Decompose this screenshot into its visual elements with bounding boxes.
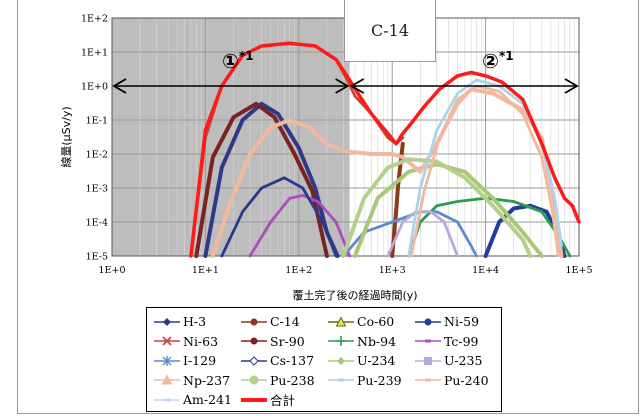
shaded-region [112, 18, 350, 256]
legend-label-11: U-235 [444, 353, 483, 369]
legend-swatch-1 [241, 318, 267, 326]
legend-label-13: Pu-238 [270, 372, 315, 388]
y-tick-label: 1E+0 [81, 82, 108, 93]
legend-item-7: Tc-99 [414, 332, 501, 352]
legend-item-9: Cs-137 [240, 351, 327, 371]
legend-item-8: I-129 [153, 351, 240, 371]
x-tick-label: 1E+1 [192, 265, 219, 276]
legend-label-8: I-129 [183, 353, 217, 369]
x-tick-label: 1E+2 [285, 265, 312, 276]
period-2-sup: *1 [499, 49, 514, 63]
legend-label-4: Ni-63 [183, 333, 219, 349]
c14-callout: C-14 [344, 0, 436, 62]
y-tick-label: 1E-2 [86, 150, 108, 161]
legend-label-7: Tc-99 [444, 333, 479, 349]
series-line-12 [210, 87, 564, 258]
y-tick-label: 1E-1 [86, 116, 108, 127]
legend-swatch-16 [154, 398, 180, 402]
series-line-14 [407, 78, 563, 258]
y-tick-label: 1E+2 [81, 14, 108, 25]
legend-item-14: Pu-239 [327, 371, 414, 391]
legend-label-15: Pu-240 [444, 372, 489, 388]
legend-swatch-13 [241, 375, 267, 385]
legend-label-0: H-3 [183, 314, 207, 330]
y-tick-label: 1E+1 [81, 48, 108, 59]
legend-swatch-9 [241, 356, 267, 366]
legend-item-6: Nb-94 [327, 332, 414, 352]
x-tick-label: 1E+5 [566, 265, 593, 276]
period-arrowhead-left-1 [112, 78, 127, 94]
x-tick-label: 1E+3 [379, 265, 406, 276]
legend-swatch-2 [328, 316, 354, 327]
period-arrowhead-right-2 [564, 78, 579, 94]
legend-label-3: Ni-59 [444, 314, 480, 330]
legend-label-9: Cs-137 [270, 353, 315, 369]
legend-swatch-14 [328, 378, 354, 382]
legend-swatch-17 [241, 397, 267, 402]
series-line-15 [409, 84, 560, 258]
legend-swatch-4 [154, 336, 180, 346]
legend-label-16: Am-241 [183, 392, 232, 408]
legend-label-10: U-234 [357, 353, 396, 369]
series-line-9 [220, 176, 338, 258]
legend-swatch-3 [415, 318, 441, 326]
legend-label-14: Pu-239 [357, 372, 402, 388]
series-line-11 [386, 210, 459, 258]
legend-label-6: Nb-94 [357, 333, 397, 349]
legend-label-2: Co-60 [357, 314, 395, 330]
x-tick-label: 1E+4 [472, 265, 499, 276]
legend-swatch-6 [328, 336, 354, 347]
legend-item-10: U-234 [327, 351, 414, 371]
legend-item-5: Sr-90 [240, 332, 327, 352]
legend-item-17: 合計 [240, 390, 327, 410]
series-line-0 [203, 101, 340, 258]
legend-item-3: Ni-59 [414, 312, 501, 332]
legend-item-0: H-3 [153, 312, 240, 332]
series-line-17 [189, 41, 581, 258]
legend-item-12: Np-237 [153, 371, 240, 391]
series-line-7 [248, 194, 351, 258]
legend-swatch-10 [328, 356, 354, 365]
legend-label-5: Sr-90 [270, 333, 305, 349]
legend-label-12: Np-237 [183, 372, 231, 388]
period-2-label: ②*1 [482, 49, 514, 73]
series-group [189, 41, 581, 258]
legend-swatch-7 [415, 339, 441, 343]
period-arrowhead-left-2 [349, 78, 365, 94]
y-tick-label: 1E-5 [86, 252, 108, 263]
legend-label-17: 合計 [270, 393, 296, 409]
y-axis-title: 線量(μSv/y) [59, 106, 73, 167]
legend: H-3 C-14 Co-60 Ni-59 Ni-63 Sr-90 Nb-94 Tc-99 I-1… [146, 307, 502, 412]
period-1-sup: *1 [239, 49, 254, 63]
legend-swatch-11 [415, 356, 441, 365]
legend-item-13: Pu-238 [240, 371, 327, 391]
legend-swatch-8 [154, 355, 180, 366]
legend-item-2: Co-60 [327, 312, 414, 332]
series-line-5 [194, 101, 329, 258]
x-tick-label: 1E+0 [99, 265, 126, 276]
axis-ticks: 1E+0 1E+1 1E+2 1E+3 1E+4 1E+5 1E+2 1E+1 1E+0 1E-1… [81, 14, 592, 277]
legend-swatch-0 [154, 317, 180, 326]
legend-swatch-12 [154, 374, 180, 385]
legend-item-15: Pu-240 [414, 371, 501, 391]
period-arrowhead-right-1 [335, 78, 350, 94]
legend-item-4: Ni-63 [153, 332, 240, 352]
y-tick-label: 1E-4 [86, 218, 108, 229]
x-axis-title: 覆土完了後の経過時間(y) [292, 288, 417, 302]
legend-item-11: U-235 [414, 351, 501, 371]
legend-item-16: Am-241 [153, 390, 240, 410]
legend-item-1: C-14 [240, 312, 327, 332]
series-line-13 [341, 157, 533, 258]
legend-swatch-15 [415, 378, 441, 382]
legend-label-1: C-14 [270, 314, 300, 330]
y-tick-label: 1E-3 [86, 184, 108, 195]
legend-swatch-5 [241, 337, 267, 345]
